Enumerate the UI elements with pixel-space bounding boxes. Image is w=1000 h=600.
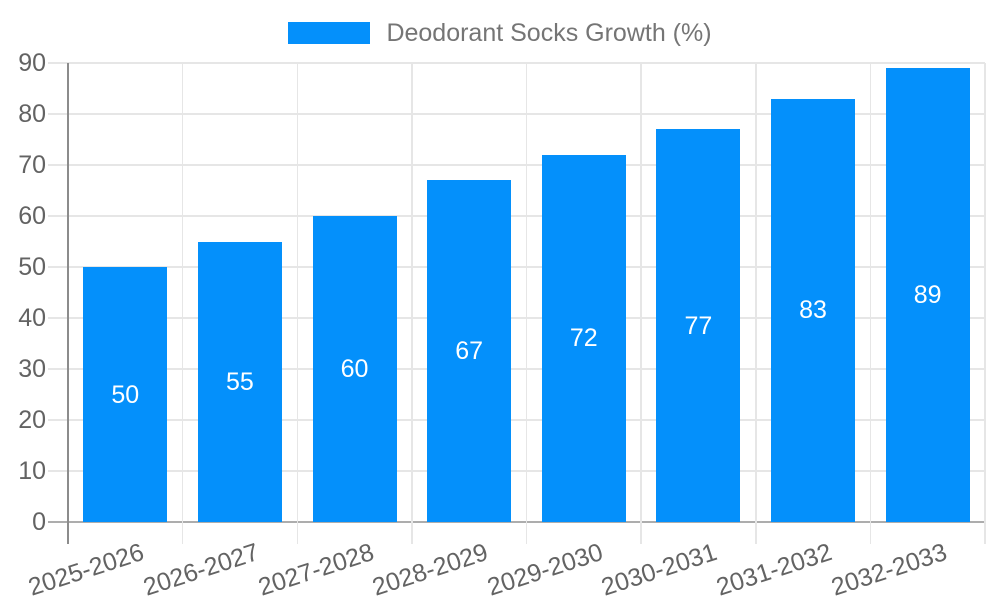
y-axis-label: 20 bbox=[18, 406, 46, 434]
y-axis-label: 60 bbox=[18, 202, 46, 230]
y-axis-label: 0 bbox=[32, 508, 46, 536]
gridline-v bbox=[525, 63, 528, 522]
legend-label: Deodorant Socks Growth (%) bbox=[386, 19, 712, 47]
y-axis-line bbox=[67, 63, 69, 544]
bar-value-label: 50 bbox=[111, 380, 140, 409]
bar-value-label: 77 bbox=[684, 311, 713, 340]
y-axis-label: 50 bbox=[18, 253, 46, 281]
y-axis-label: 40 bbox=[18, 304, 46, 332]
gridline-h bbox=[48, 113, 985, 115]
bar[interactable]: 67 bbox=[427, 180, 512, 522]
bar-value-label: 60 bbox=[340, 355, 369, 383]
gridline-v bbox=[984, 63, 986, 522]
gridline-h bbox=[48, 419, 985, 421]
bar[interactable]: 60 bbox=[312, 216, 397, 522]
gridline-h bbox=[48, 317, 985, 319]
x-axis-tick bbox=[181, 522, 184, 544]
bar-value-label: 83 bbox=[799, 296, 827, 325]
gridline-h bbox=[48, 266, 985, 268]
x-axis-tick bbox=[869, 522, 872, 544]
bar-value-label: 55 bbox=[226, 367, 254, 396]
x-axis-tick bbox=[755, 522, 757, 544]
legend-swatch bbox=[288, 22, 371, 44]
y-axis-label: 70 bbox=[18, 151, 46, 179]
gridline-v bbox=[755, 63, 757, 522]
gridline-h bbox=[48, 164, 985, 166]
y-axis-label: 80 bbox=[18, 100, 46, 128]
bar-value-label: 67 bbox=[455, 337, 484, 366]
gridline-v bbox=[181, 63, 184, 522]
x-axis-tick bbox=[984, 522, 986, 544]
gridline-v bbox=[640, 63, 642, 522]
gridline-v bbox=[296, 63, 298, 522]
bar-value-label: 89 bbox=[913, 281, 942, 310]
x-axis-tick bbox=[525, 522, 528, 544]
gridline-v bbox=[411, 63, 413, 522]
gridline-h bbox=[48, 215, 985, 217]
x-axis-tick bbox=[296, 522, 298, 544]
chart-legend[interactable]: Deodorant Socks Growth (%) bbox=[0, 18, 1000, 48]
bar[interactable]: 77 bbox=[656, 129, 741, 522]
x-axis-tick bbox=[411, 522, 413, 544]
y-axis-label: 90 bbox=[18, 49, 46, 77]
y-axis-label: 10 bbox=[18, 457, 46, 485]
x-axis-tick bbox=[640, 522, 642, 544]
gridline-h bbox=[48, 368, 985, 370]
bar[interactable]: 72 bbox=[541, 154, 626, 522]
bar[interactable]: 55 bbox=[197, 241, 282, 522]
y-axis-label: 30 bbox=[18, 355, 46, 383]
gridline-v bbox=[869, 63, 872, 522]
bar[interactable]: 83 bbox=[771, 98, 856, 522]
bar[interactable]: 50 bbox=[83, 267, 168, 522]
bar-value-label: 72 bbox=[569, 324, 598, 353]
gridline-h bbox=[48, 470, 985, 472]
gridline-h bbox=[48, 62, 985, 64]
bar[interactable]: 89 bbox=[885, 68, 970, 522]
gridline-h bbox=[48, 521, 985, 523]
